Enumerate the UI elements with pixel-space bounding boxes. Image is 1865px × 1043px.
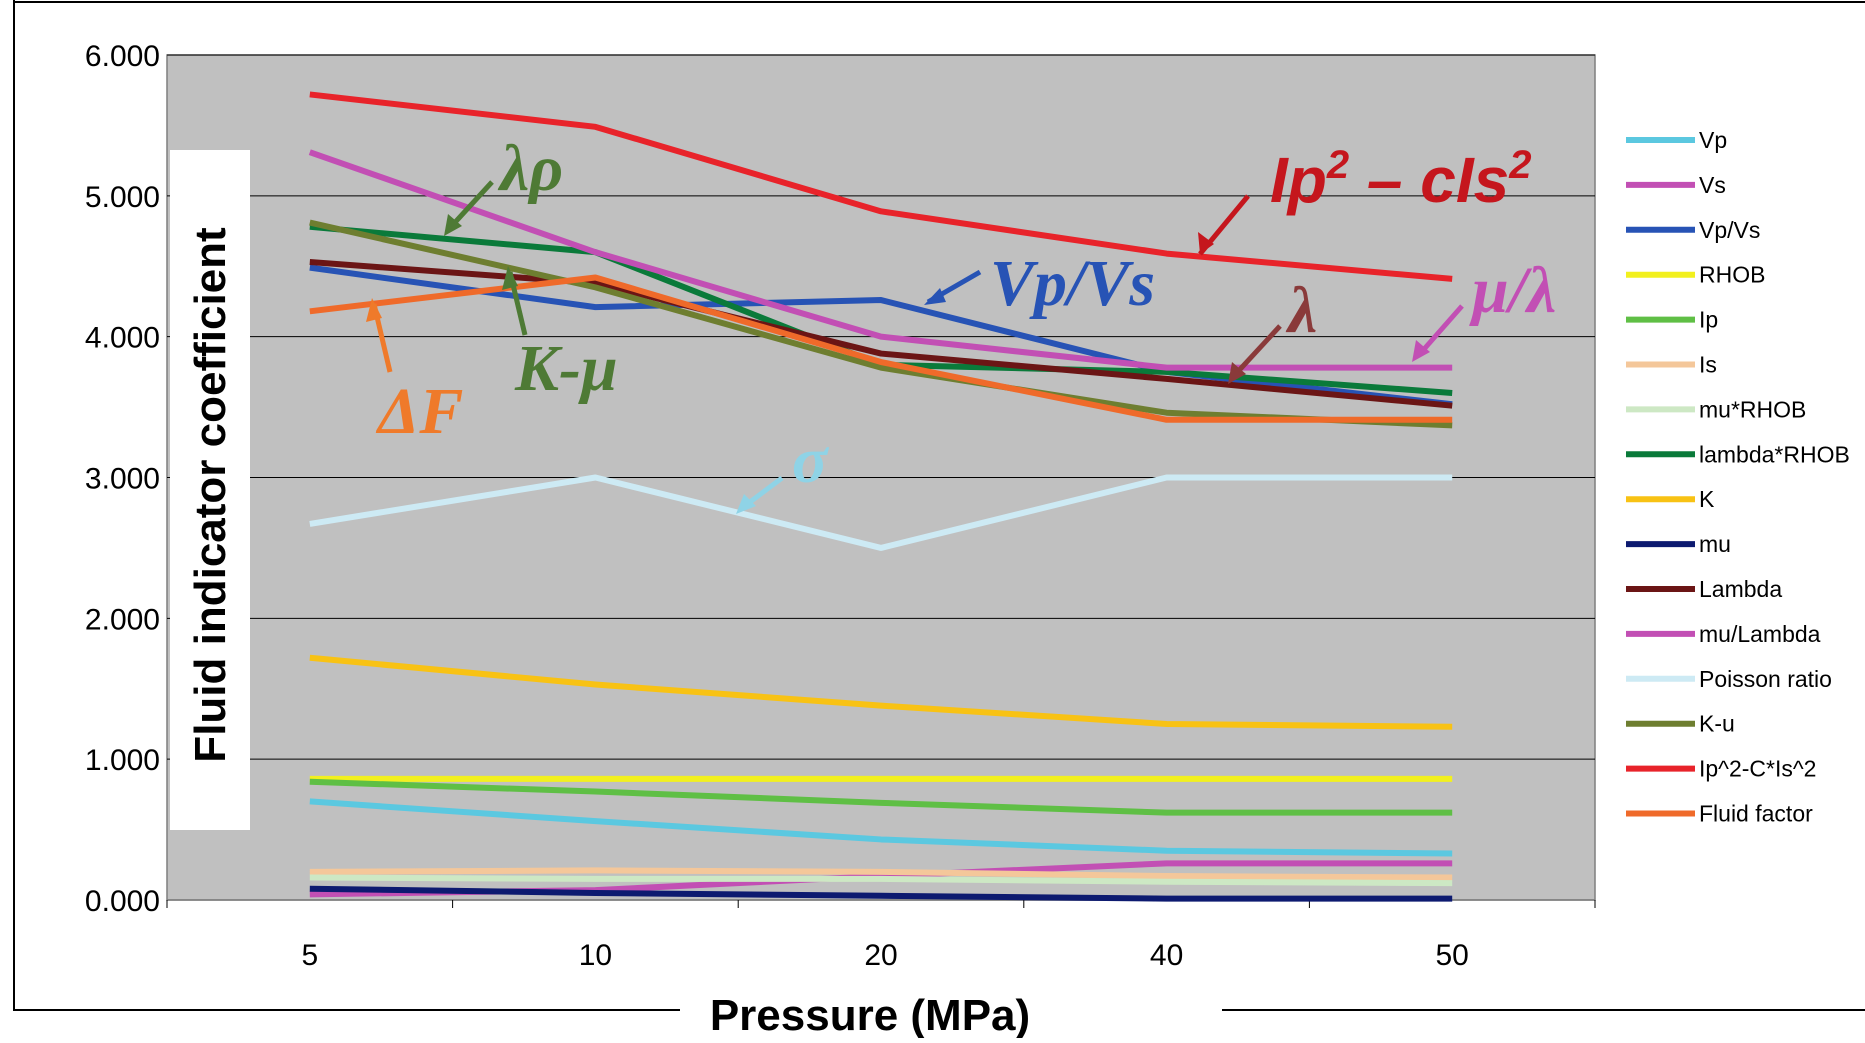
legend-label-lambda: Lambda (1699, 576, 1782, 602)
legend-label-mu: mu (1699, 531, 1731, 557)
annotation-mu-lambda-arrowhead (1412, 340, 1430, 362)
series-line-k (309, 654, 1453, 730)
annotation-sigma: σ (792, 424, 830, 497)
x-tick-label: 50 (1436, 939, 1469, 972)
legend-label-rhob: RHOB (1699, 262, 1765, 288)
annotation-minus-cis: – cIs (1349, 144, 1509, 216)
series-line-vp-vs (309, 264, 1453, 408)
series-line-is (309, 867, 1453, 881)
x-tick-label: 10 (579, 939, 612, 972)
y-tick-label: 4.000 (85, 322, 160, 355)
series-line-poisson-ratio (309, 474, 1453, 551)
annotation-delta-f: ΔF (375, 375, 463, 448)
series-line-ip (309, 778, 1453, 816)
annotation-lambda: λ (1285, 274, 1317, 347)
annotation-k-mu: K-μ (514, 332, 618, 405)
series-line-vp (309, 798, 1453, 857)
y-tick-label: 5.000 (85, 181, 160, 214)
series-line-ip-2-c-is-2 (309, 91, 1453, 282)
annotation-lambda-rho: λρ (497, 132, 563, 205)
annotation-lambda-arrowhead (1228, 362, 1246, 384)
annotation-k-mu-arrowhead (502, 266, 518, 290)
legend-label-vp: Vp (1699, 127, 1727, 153)
legend-label-mu-lambda: mu/Lambda (1699, 621, 1821, 647)
annotation-mu-lambda-arrow (1416, 304, 1464, 358)
annotation-mu-lambda: μ/λ (1469, 254, 1556, 327)
legend: Vp Vs Vp/Vs RHOB Ip Is mu*RHOB lambda*RHOB Kmu La… (1626, 127, 1850, 827)
series-line-mu-rhob (309, 874, 1453, 887)
series-line-fluid-factor (309, 274, 1453, 423)
legend-label-lambda-rhob: lambda*RHOB (1699, 441, 1850, 467)
outer-frame-left (13, 0, 680, 1011)
y-tick-label: 3.000 (85, 463, 160, 496)
series-lines (308, 91, 1453, 902)
legend-label-poisson-ratio: Poisson ratio (1699, 666, 1832, 692)
y-axis-title: Fluid indicator coefficient (186, 227, 235, 763)
legend-label-vp-vs: Vp/Vs (1699, 217, 1760, 243)
y-tick-label: 2.000 (85, 603, 160, 636)
annotation-ip2-sup: 2 (1326, 143, 1349, 187)
annotation-ip2-cis2: Ip2 – cIs2 (1270, 143, 1532, 216)
annotation-vp-vs-arrowhead (924, 288, 946, 305)
annotation-ip2-text: Ip (1270, 144, 1327, 216)
legend-label-vs: Vs (1699, 172, 1726, 198)
legend-label-k: K (1699, 486, 1715, 512)
annotation-is2-sup: 2 (1508, 143, 1531, 187)
x-tick-label: 40 (1150, 939, 1183, 972)
series-line-lambda (309, 259, 1453, 409)
annotation-sigma-arrowhead (736, 494, 756, 514)
y-tick-label: 1.000 (85, 744, 160, 777)
y-tick-label: 0.000 (85, 885, 160, 918)
y-tick-labels: 0.000 1.000 2.000 3.000 4.000 5.000 6.000 (85, 40, 160, 918)
legend-label-ip-2-c-is-2: Ip^2-C*Is^2 (1699, 756, 1816, 782)
series-line-mu (309, 885, 1453, 902)
legend-label-is: Is (1699, 352, 1717, 378)
annotation-delta-f-arrowhead (366, 298, 382, 322)
series-line-mu-lambda (308, 149, 1453, 371)
annotations: Ip2 – cIs2 Vp/Vs μ/λ λρ λ K-μ ΔF σ (366, 132, 1556, 514)
y-tick-label: 6.000 (85, 40, 160, 73)
legend-label-k-u: K-u (1699, 711, 1735, 737)
annotation-ip2-arrowhead (1198, 232, 1214, 254)
x-tick-label: 20 (864, 939, 897, 972)
annotation-lambda-rho-arrowhead (444, 214, 462, 236)
legend-label-ip: Ip (1699, 307, 1718, 333)
annotation-vp-vs: Vp/Vs (990, 247, 1155, 320)
x-tick-labels: 5 10 20 40 50 (301, 939, 1468, 972)
legend-label-fluid-factor: Fluid factor (1699, 801, 1813, 827)
x-tick-label: 5 (301, 939, 318, 972)
ylabel-background (170, 150, 250, 830)
x-axis-title: Pressure (MPa) (710, 991, 1030, 1038)
legend-label-mu-rhob: mu*RHOB (1699, 396, 1806, 422)
